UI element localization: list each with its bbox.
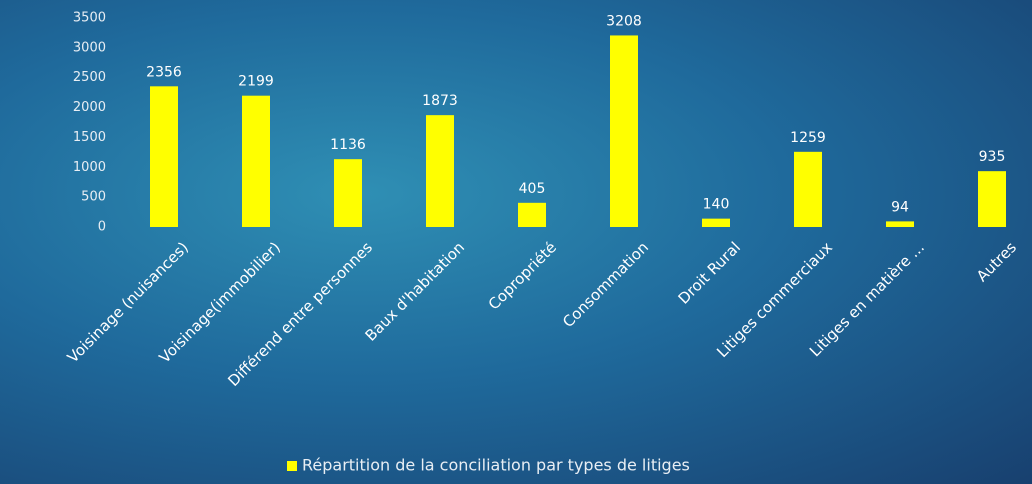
y-tick-label: 1000 bbox=[73, 160, 106, 175]
y-tick-label: 500 bbox=[81, 190, 106, 205]
value-label: 405 bbox=[519, 181, 546, 197]
value-label: 2356 bbox=[146, 64, 182, 80]
x-tick-label: Baux d'habitation bbox=[362, 238, 468, 344]
bar bbox=[978, 171, 1006, 227]
y-tick-label: 3500 bbox=[73, 11, 106, 26]
y-tick-label: 2000 bbox=[73, 100, 106, 115]
bar bbox=[702, 218, 730, 227]
bar bbox=[426, 115, 454, 227]
value-label: 140 bbox=[703, 197, 730, 213]
value-label: 1136 bbox=[330, 137, 366, 153]
bar bbox=[150, 86, 178, 227]
x-tick-label: Consommation bbox=[559, 238, 652, 331]
bar bbox=[886, 221, 914, 227]
x-tick-label: Copropriété bbox=[485, 238, 560, 313]
bar bbox=[242, 95, 270, 227]
bar bbox=[794, 151, 822, 227]
value-label: 935 bbox=[979, 149, 1006, 165]
legend-label: Répartition de la conciliation par types… bbox=[302, 456, 690, 475]
y-tick-label: 3000 bbox=[73, 40, 106, 55]
x-tick-label: Différend entre personnes bbox=[224, 238, 376, 390]
bar bbox=[518, 202, 546, 227]
y-tick-label: 1500 bbox=[73, 130, 106, 145]
x-tick-label: Autres bbox=[973, 238, 1020, 285]
legend-swatch bbox=[287, 461, 297, 471]
value-label: 94 bbox=[891, 199, 909, 215]
bar bbox=[610, 35, 638, 228]
value-label: 2199 bbox=[238, 74, 274, 90]
bar bbox=[334, 159, 362, 227]
value-label: 1873 bbox=[422, 93, 458, 109]
value-label: 1259 bbox=[790, 130, 826, 146]
x-tick-label: Droit Rural bbox=[675, 238, 744, 307]
y-tick-label: 0 bbox=[98, 220, 106, 235]
y-tick-label: 2500 bbox=[73, 70, 106, 85]
value-label: 3208 bbox=[606, 13, 642, 29]
